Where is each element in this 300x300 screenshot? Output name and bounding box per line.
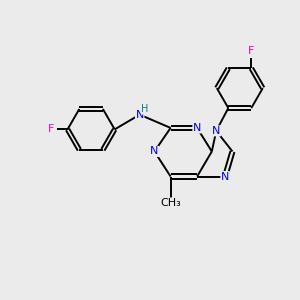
Text: N: N <box>212 126 220 136</box>
Text: N: N <box>193 123 201 133</box>
Text: H: H <box>141 104 149 114</box>
Text: F: F <box>248 46 254 56</box>
Text: N: N <box>136 110 144 120</box>
Text: CH₃: CH₃ <box>160 198 181 208</box>
Text: F: F <box>48 124 54 134</box>
Text: N: N <box>221 172 229 182</box>
Text: N: N <box>150 146 159 157</box>
